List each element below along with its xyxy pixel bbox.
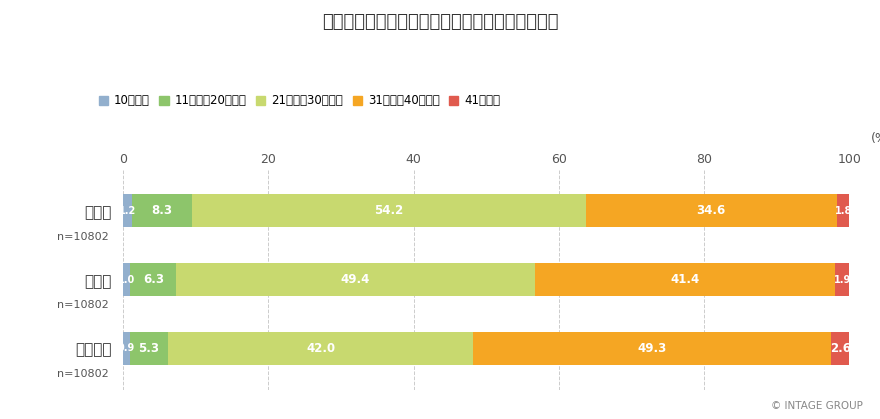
Bar bbox=[123, 194, 132, 228]
Text: 1.0: 1.0 bbox=[118, 275, 136, 285]
Bar bbox=[168, 332, 473, 365]
Text: 1.9: 1.9 bbox=[833, 275, 851, 285]
Text: 8.3: 8.3 bbox=[151, 204, 172, 217]
Bar bbox=[176, 263, 535, 296]
Bar bbox=[535, 263, 835, 296]
Legend: 10人以下, 11人以上20人以下, 21人以上30人以下, 31人以上40人以下, 41人以上: 10人以下, 11人以上20人以下, 21人以上30人以下, 31人以上40人以… bbox=[94, 90, 505, 112]
Text: © INTAGE GROUP: © INTAGE GROUP bbox=[771, 401, 862, 411]
Text: 49.4: 49.4 bbox=[341, 273, 370, 286]
Text: 42.0: 42.0 bbox=[306, 342, 335, 355]
Bar bbox=[473, 332, 831, 365]
Text: 2.6: 2.6 bbox=[830, 342, 851, 355]
Bar bbox=[129, 332, 168, 365]
Text: 49.3: 49.3 bbox=[637, 342, 667, 355]
Text: n=10802: n=10802 bbox=[57, 369, 109, 379]
Text: 41.4: 41.4 bbox=[671, 273, 700, 286]
Text: n=10802: n=10802 bbox=[57, 300, 109, 310]
Text: 34.6: 34.6 bbox=[697, 204, 726, 217]
Bar bbox=[132, 194, 192, 228]
Bar bbox=[831, 332, 850, 365]
Text: (%): (%) bbox=[871, 132, 880, 145]
Bar bbox=[130, 263, 176, 296]
Bar bbox=[123, 263, 130, 296]
Text: 1.8: 1.8 bbox=[835, 206, 852, 216]
Bar bbox=[837, 194, 850, 228]
Text: 図表１：学校別に見た、適正と考えるクラス人数: 図表１：学校別に見た、適正と考えるクラス人数 bbox=[322, 13, 558, 31]
Bar bbox=[586, 194, 837, 228]
Bar bbox=[123, 332, 129, 365]
Text: n=10802: n=10802 bbox=[57, 232, 109, 242]
Text: 6.3: 6.3 bbox=[143, 273, 164, 286]
Text: 0.9: 0.9 bbox=[118, 344, 136, 353]
Text: 54.2: 54.2 bbox=[374, 204, 404, 217]
Text: 1.2: 1.2 bbox=[119, 206, 136, 216]
Text: 5.3: 5.3 bbox=[138, 342, 159, 355]
Bar bbox=[192, 194, 586, 228]
Bar bbox=[835, 263, 849, 296]
